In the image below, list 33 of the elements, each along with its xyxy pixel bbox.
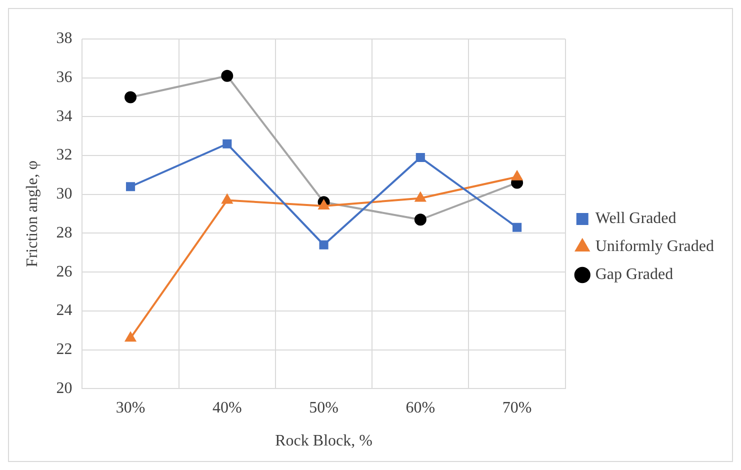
x-tick-label: 30% — [116, 399, 146, 416]
point — [222, 194, 232, 204]
x-tick-label: 70% — [502, 399, 532, 416]
y-tick-label: 32 — [56, 146, 72, 164]
point — [414, 214, 426, 226]
y-tick-label: 22 — [56, 340, 72, 358]
point — [124, 91, 137, 104]
y-tick-label: 30 — [56, 186, 72, 203]
point — [126, 182, 136, 192]
y-tick-label: 34 — [56, 108, 72, 125]
point — [319, 240, 328, 250]
point — [415, 192, 426, 202]
legend-label: Well Graded — [595, 210, 676, 228]
y-tick-label: 28 — [56, 224, 72, 242]
legend-label: Uniformly Graded — [595, 238, 714, 256]
y-axis-title: Friction angle, φ — [24, 160, 41, 268]
x-tick-label: 60% — [406, 399, 436, 416]
legend-label: Gap Graded — [595, 266, 674, 284]
point — [512, 222, 522, 232]
point — [416, 152, 425, 162]
y-tick-label: 38 — [56, 30, 72, 48]
point — [125, 332, 136, 342]
y-tick-label: 24 — [56, 302, 72, 320]
x-tick-label: 50% — [309, 399, 338, 416]
point — [318, 200, 330, 210]
y-tick-label: 36 — [56, 69, 72, 86]
point — [512, 170, 522, 180]
point — [221, 70, 234, 82]
y-tick-label: 20 — [56, 380, 72, 397]
point — [222, 139, 232, 148]
x-tick-label: 40% — [212, 399, 242, 416]
x-axis-title: Rock Block, % — [275, 432, 372, 450]
y-tick-label: 26 — [56, 263, 72, 280]
